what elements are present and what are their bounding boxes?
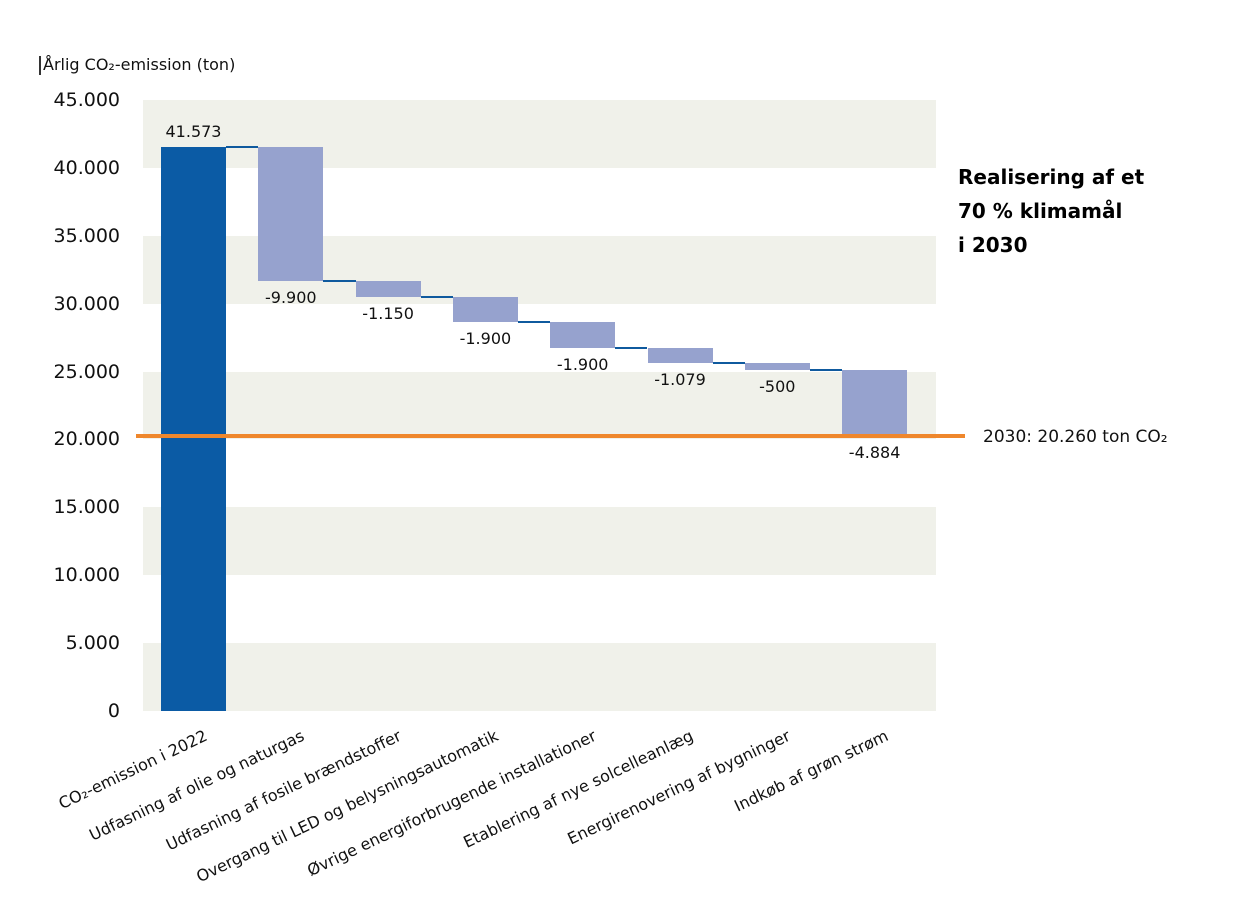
- bar-decrease: [258, 146, 324, 281]
- bar-decrease: [452, 296, 518, 323]
- bar-total: [161, 146, 226, 711]
- bar-decrease: [550, 322, 616, 349]
- grid-band: [143, 507, 936, 576]
- bar-value-label: -1.150: [362, 303, 414, 323]
- bar-value-label: -4.884: [848, 442, 901, 462]
- y-axis-tick-label: 40.000: [53, 156, 120, 179]
- target-line: [136, 433, 965, 438]
- y-axis-tick-label: 10.000: [53, 564, 120, 587]
- bar-decrease: [647, 348, 713, 363]
- chart-title: Årlig CO₂-emission (ton): [43, 55, 236, 74]
- connector-line: [420, 295, 453, 298]
- connector-line: [517, 321, 551, 324]
- bar-value-label: -1.079: [654, 369, 706, 389]
- bar-value-label: -1.900: [459, 329, 512, 349]
- y-axis-tick-label: 0: [107, 700, 120, 722]
- bar-decrease: [355, 280, 421, 297]
- grid-band: [143, 371, 936, 440]
- bar-value-label: -500: [759, 376, 796, 396]
- y-axis-tick-label: 45.000: [53, 89, 120, 111]
- y-axis-tick-label: 30.000: [53, 292, 120, 315]
- bar-value-label: 41.573: [165, 121, 222, 141]
- y-axis-tick-label: 25.000: [53, 360, 120, 383]
- annotation-line: Realisering af et: [958, 165, 1145, 189]
- bar-decrease: [744, 362, 810, 370]
- annotation-line: i 2030: [958, 233, 1028, 257]
- y-axis-tick-label: 15.000: [53, 496, 120, 519]
- bar-decrease: [842, 369, 908, 436]
- connector-line: [615, 347, 648, 350]
- y-axis-tick-label: 5.000: [65, 632, 120, 655]
- connector-line: [226, 145, 259, 148]
- connector-line: [323, 279, 356, 282]
- grid-band: [143, 643, 936, 711]
- bar-value-label: -9.900: [265, 287, 317, 307]
- text-cursor-artifact: [39, 56, 41, 75]
- annotation-line: 70 % klimamål: [958, 199, 1123, 223]
- target-line-label: 2030: 20.260 ton CO₂: [983, 427, 1168, 447]
- annotation-text: Realisering af et 70 % klimamål i 2030: [958, 160, 1144, 262]
- connector-line: [712, 361, 745, 364]
- connector-line: [809, 368, 843, 371]
- bar-value-label: -1.900: [556, 355, 609, 375]
- y-axis-tick-label: 35.000: [53, 224, 120, 247]
- y-axis-tick-label: 20.000: [53, 428, 120, 451]
